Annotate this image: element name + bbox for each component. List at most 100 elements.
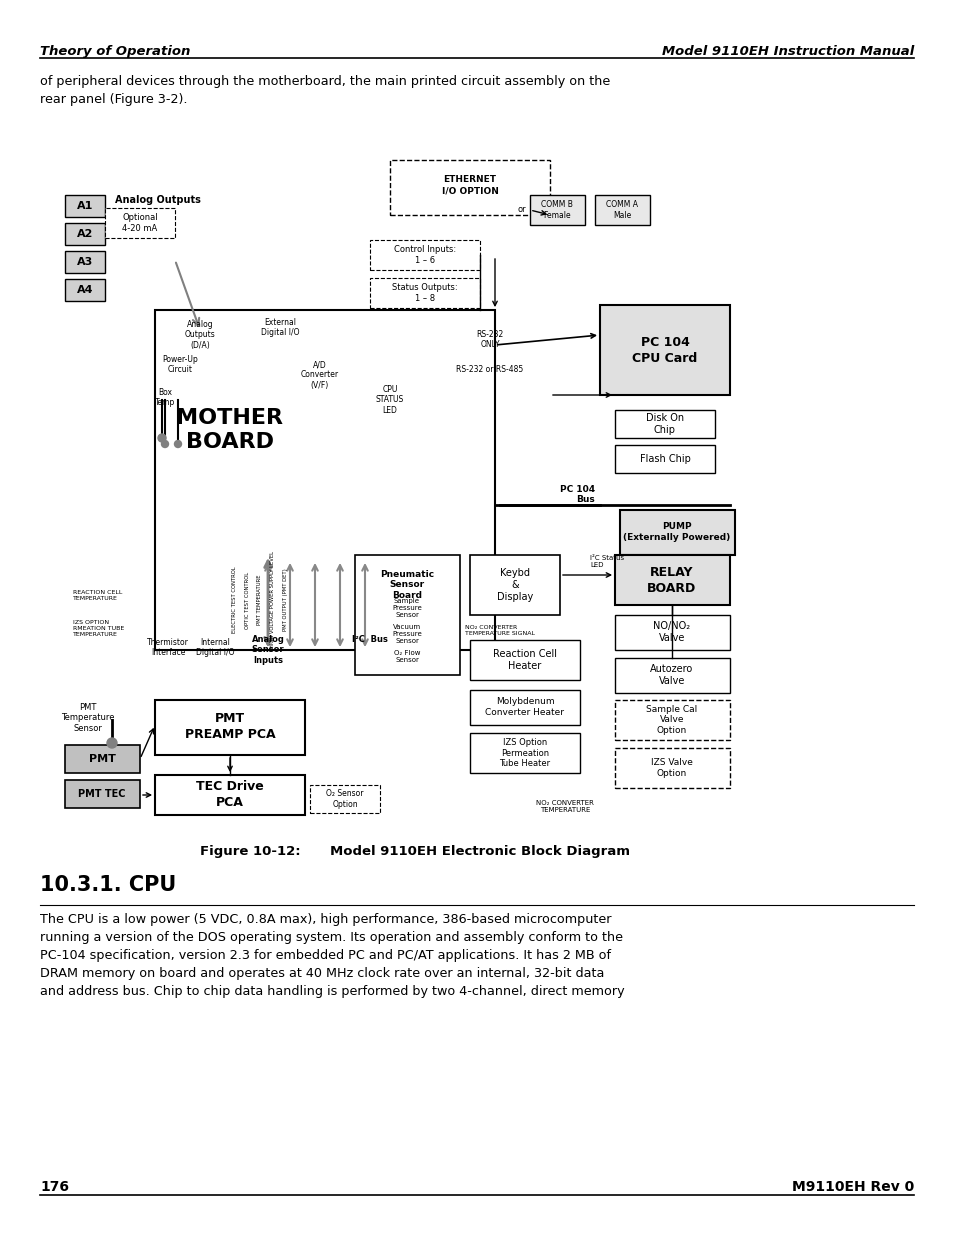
Bar [615, 615, 729, 650]
Bar [65, 781, 140, 808]
Bar [470, 640, 579, 680]
Text: PMT: PMT [89, 755, 115, 764]
Bar [595, 195, 649, 225]
Text: Figure 10-12:: Figure 10-12: [200, 845, 300, 858]
Circle shape [107, 739, 117, 748]
Text: Power-Up
Circuit: Power-Up Circuit [162, 354, 197, 374]
Text: Thermistor
Interface: Thermistor Interface [147, 638, 189, 657]
Bar [310, 785, 379, 813]
Text: PMT OUTPUT (PMT DET): PMT OUTPUT (PMT DET) [283, 568, 288, 631]
Text: Theory of Operation: Theory of Operation [40, 44, 191, 58]
Text: A2: A2 [77, 228, 93, 240]
Text: I²C Status
LED: I²C Status LED [589, 555, 623, 568]
Bar [154, 776, 305, 815]
Bar [390, 161, 550, 215]
Text: PC 104
CPU Card: PC 104 CPU Card [632, 336, 697, 364]
Bar [154, 310, 495, 650]
Text: PMT TEMPERATURE: PMT TEMPERATURE [257, 574, 262, 625]
Text: Flash Chip: Flash Chip [639, 454, 690, 464]
Text: 10.3.1. CPU: 10.3.1. CPU [40, 876, 176, 895]
Text: Analog Outputs: Analog Outputs [115, 195, 201, 205]
Bar [530, 195, 584, 225]
Bar [65, 224, 105, 245]
Text: Box
Temp: Box Temp [154, 388, 175, 408]
Text: A3: A3 [77, 257, 93, 267]
Bar [615, 700, 729, 740]
Text: HIGH VOLTAGE POWER SUPPLY LEVEL: HIGH VOLTAGE POWER SUPPLY LEVEL [271, 552, 275, 648]
Text: Keybd
&
Display: Keybd & Display [497, 568, 533, 603]
Text: Sample
Pressure
Sensor: Sample Pressure Sensor [392, 598, 421, 618]
Text: Model 9110EH Instruction Manual: Model 9110EH Instruction Manual [661, 44, 913, 58]
Text: of peripheral devices through the motherboard, the main printed circuit assembly: of peripheral devices through the mother… [40, 75, 610, 106]
Text: NO/NO₂
Valve: NO/NO₂ Valve [653, 621, 690, 642]
Circle shape [158, 433, 166, 442]
Text: The CPU is a low power (5 VDC, 0.8A max), high performance, 386-based microcompu: The CPU is a low power (5 VDC, 0.8A max)… [40, 913, 624, 998]
Text: NO₂ CONVERTER
TEMPERATURE SIGNAL: NO₂ CONVERTER TEMPERATURE SIGNAL [464, 625, 535, 636]
Bar [65, 279, 105, 301]
Text: I²C  Bus: I²C Bus [352, 635, 388, 643]
Text: A/D
Converter
(V/F): A/D Converter (V/F) [300, 359, 338, 390]
Text: I/O OPTION: I/O OPTION [441, 186, 497, 196]
Bar [65, 251, 105, 273]
Text: COMM B
Female: COMM B Female [540, 200, 573, 220]
Text: PMT TEC: PMT TEC [78, 789, 126, 799]
Text: Internal
Digital I/O: Internal Digital I/O [195, 638, 234, 657]
Text: IZS OPTION
RMEATION TUBE
TEMPERATURE: IZS OPTION RMEATION TUBE TEMPERATURE [73, 620, 124, 636]
Text: Reaction Cell
Heater: Reaction Cell Heater [493, 650, 557, 671]
Text: Molybdenum
Converter Heater: Molybdenum Converter Heater [485, 698, 564, 716]
Text: PMT
PREAMP PCA: PMT PREAMP PCA [185, 713, 275, 741]
Bar [615, 658, 729, 693]
Bar [370, 240, 479, 270]
Bar [355, 555, 459, 676]
Bar [105, 207, 174, 238]
Text: IZS Option
Permeation
Tube Heater: IZS Option Permeation Tube Heater [499, 739, 550, 768]
Text: Control Inputs:
1 – 6: Control Inputs: 1 – 6 [394, 245, 456, 266]
Bar [619, 510, 734, 555]
Text: Disk On
Chip: Disk On Chip [645, 414, 683, 435]
Text: Autozero
Valve: Autozero Valve [650, 664, 693, 685]
Bar [615, 410, 714, 438]
Text: A4: A4 [76, 285, 93, 295]
Text: COMM A
Male: COMM A Male [605, 200, 638, 220]
Bar [65, 745, 140, 773]
Circle shape [174, 441, 181, 447]
Text: Model 9110EH Electronic Block Diagram: Model 9110EH Electronic Block Diagram [330, 845, 629, 858]
Text: O₂ Flow
Sensor: O₂ Flow Sensor [394, 650, 420, 663]
Text: OPTIC TEST CONTROL: OPTIC TEST CONTROL [245, 572, 251, 629]
Text: RS-232
ONLY: RS-232 ONLY [476, 330, 503, 350]
Text: RS-232 or RS-485: RS-232 or RS-485 [456, 366, 523, 374]
Text: PUMP
(Externally Powered): PUMP (Externally Powered) [622, 522, 730, 542]
Bar [615, 748, 729, 788]
Text: REACTION CELL
TEMPERATURE: REACTION CELL TEMPERATURE [73, 590, 122, 600]
Text: 176: 176 [40, 1179, 69, 1194]
Text: O₂ Sensor
Option: O₂ Sensor Option [326, 789, 363, 809]
Text: NO₂ CONVERTER
TEMPERATURE: NO₂ CONVERTER TEMPERATURE [536, 800, 594, 813]
Text: MOTHER
BOARD: MOTHER BOARD [176, 409, 283, 452]
Text: or: or [517, 205, 526, 215]
Text: PC 104
Bus: PC 104 Bus [559, 485, 595, 504]
Text: A1: A1 [77, 201, 93, 211]
Text: TEC Drive
PCA: TEC Drive PCA [196, 781, 264, 809]
Bar [370, 278, 479, 308]
Text: External
Digital I/O: External Digital I/O [260, 317, 299, 337]
Bar [599, 305, 729, 395]
Bar [470, 734, 579, 773]
Bar [615, 555, 729, 605]
Text: ELECTRIC TEST CONTROL: ELECTRIC TEST CONTROL [233, 567, 237, 634]
Text: Vacuum
Pressure
Sensor: Vacuum Pressure Sensor [392, 624, 421, 643]
Text: Optional
4-20 mA: Optional 4-20 mA [122, 214, 157, 232]
Text: RELAY
BOARD: RELAY BOARD [647, 566, 696, 594]
Text: Pneumatic
Sensor
Board: Pneumatic Sensor Board [379, 571, 434, 600]
Text: Analog
Outputs
(D/A): Analog Outputs (D/A) [185, 320, 215, 350]
Text: PMT
Temperature
Sensor: PMT Temperature Sensor [61, 703, 114, 732]
Text: ETHERNET: ETHERNET [443, 175, 496, 184]
Text: Status Outputs:
1 – 8: Status Outputs: 1 – 8 [392, 283, 457, 303]
Text: Analog
Sensor
Inputs: Analog Sensor Inputs [252, 635, 284, 664]
Text: IZS Valve
Option: IZS Valve Option [650, 758, 692, 778]
Bar [470, 555, 559, 615]
Text: Sample Cal
Valve
Option: Sample Cal Valve Option [646, 705, 697, 735]
Bar [470, 690, 579, 725]
Circle shape [161, 441, 169, 447]
Bar [154, 700, 305, 755]
Bar [615, 445, 714, 473]
